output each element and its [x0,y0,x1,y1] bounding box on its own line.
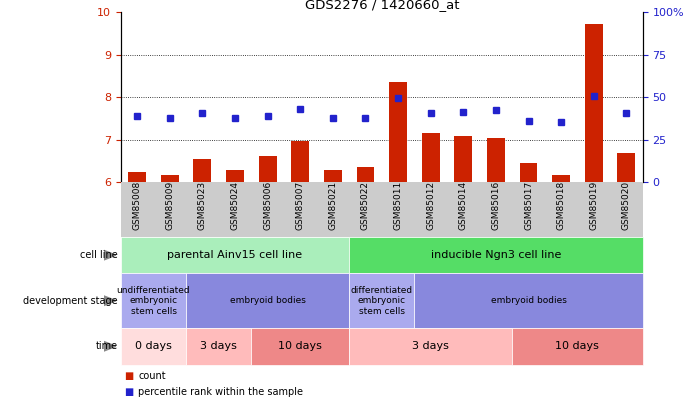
Bar [422,133,439,182]
Text: embryoid bodies: embryoid bodies [229,296,305,305]
Bar [585,24,603,182]
Text: 3 days: 3 days [200,341,237,351]
Bar [226,171,244,182]
Text: 3 days: 3 days [413,341,449,351]
Text: differentiated
embryonic
stem cells: differentiated embryonic stem cells [351,286,413,315]
Bar [552,175,570,182]
Text: embryoid bodies: embryoid bodies [491,296,567,305]
Text: development stage: development stage [23,296,117,306]
Bar [292,141,310,182]
Bar [258,156,276,182]
Text: parental Ainv15 cell line: parental Ainv15 cell line [167,250,303,260]
Bar [129,172,146,182]
Text: ■: ■ [124,387,133,397]
Text: 10 days: 10 days [556,341,599,351]
Text: undifferentiated
embryonic
stem cells: undifferentiated embryonic stem cells [117,286,190,315]
Title: GDS2276 / 1420660_at: GDS2276 / 1420660_at [305,0,459,11]
Bar [454,136,472,182]
Text: percentile rank within the sample: percentile rank within the sample [138,387,303,397]
Bar [161,175,179,182]
Text: 0 days: 0 days [135,341,172,351]
Bar [520,163,538,182]
Text: cell line: cell line [79,250,117,260]
Text: time: time [95,341,117,351]
Polygon shape [104,250,116,260]
Bar [324,171,342,182]
Polygon shape [104,296,116,305]
Text: inducible Ngn3 cell line: inducible Ngn3 cell line [430,250,561,260]
Text: count: count [138,371,166,381]
Polygon shape [104,341,116,351]
Bar [617,153,635,182]
Bar [389,82,407,182]
Text: 10 days: 10 days [278,341,322,351]
Bar [357,167,375,182]
Text: ■: ■ [124,371,133,381]
Bar [487,138,505,182]
Bar [193,159,211,182]
